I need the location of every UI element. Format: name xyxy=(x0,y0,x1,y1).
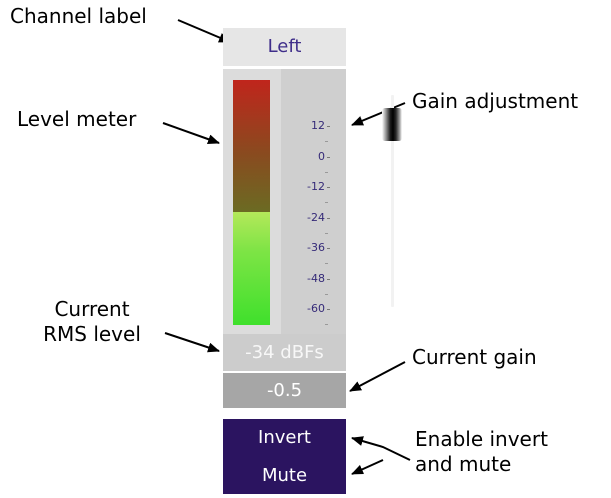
scale-tick xyxy=(327,309,330,310)
arrow-gain-adjustment xyxy=(351,102,406,126)
scale-label: 0 xyxy=(318,149,325,163)
annotation-level-meter: Level meter xyxy=(17,107,137,131)
gain-fader-track[interactable] xyxy=(391,95,394,307)
scale-label: -24 xyxy=(307,210,325,224)
arrow-rms-level xyxy=(164,332,220,353)
scale-label: -12 xyxy=(307,180,325,193)
scale-tick-minor xyxy=(325,324,328,326)
scale-tick-minor xyxy=(325,232,328,234)
scale-tick xyxy=(327,248,330,249)
annotation-gain-adjustment: Gain adjustment xyxy=(412,89,579,113)
arrow-level-meter xyxy=(162,122,220,145)
channel-strip: Left 120-12-24-36-48-60-72 xyxy=(223,28,402,498)
annotation-invert-mute-line2: and mute xyxy=(415,452,512,476)
level-meter xyxy=(233,80,270,325)
scale-tick xyxy=(327,217,330,219)
scale-tick-minor xyxy=(325,141,328,143)
arrow-invert-mute xyxy=(351,436,411,461)
arrow-channel-label xyxy=(177,19,231,43)
gain-scale-panel: 120-12-24-36-48-60-72 xyxy=(281,69,402,346)
scale-tick xyxy=(327,126,330,127)
level-meter-panel: 120-12-24-36-48-60-72 xyxy=(223,69,402,346)
scale-tick-minor xyxy=(325,171,328,173)
annotation-invert-mute: Enable invert and mute xyxy=(415,427,548,477)
scale-label: 12 xyxy=(311,119,325,132)
scale-tick xyxy=(327,278,330,280)
annotation-channel-label: Channel label xyxy=(10,4,147,28)
rms-level-display: -34 dBFs xyxy=(223,334,346,371)
current-gain-display[interactable]: -0.5 xyxy=(223,373,346,408)
scale-tick-minor xyxy=(325,202,328,204)
mute-button[interactable]: Mute xyxy=(223,457,346,494)
annotation-rms-level: Current RMS level xyxy=(34,297,150,347)
button-divider xyxy=(223,456,346,457)
gain-fader-knob[interactable] xyxy=(382,108,402,141)
level-meter-inactive xyxy=(233,80,270,212)
annotation-rms-level-line2: RMS level xyxy=(43,322,141,346)
arrow-invert-mute-2 xyxy=(351,459,384,475)
scale-label: -48 xyxy=(307,271,325,285)
scale-tick xyxy=(327,156,330,158)
scale-tick-minor xyxy=(325,263,328,265)
arrow-current-gain xyxy=(349,361,406,392)
level-meter-fill xyxy=(233,212,270,325)
annotation-current-gain: Current gain xyxy=(412,345,537,369)
scale-label: -36 xyxy=(307,241,325,254)
scale-tick-minor xyxy=(325,293,328,295)
scale-label: -60 xyxy=(307,302,325,315)
channel-name-label: Left xyxy=(223,28,346,66)
scale-tick xyxy=(327,187,330,188)
annotation-invert-mute-line1: Enable invert xyxy=(415,427,548,451)
invert-button[interactable]: Invert xyxy=(223,419,346,456)
annotation-rms-level-line1: Current xyxy=(54,297,130,321)
